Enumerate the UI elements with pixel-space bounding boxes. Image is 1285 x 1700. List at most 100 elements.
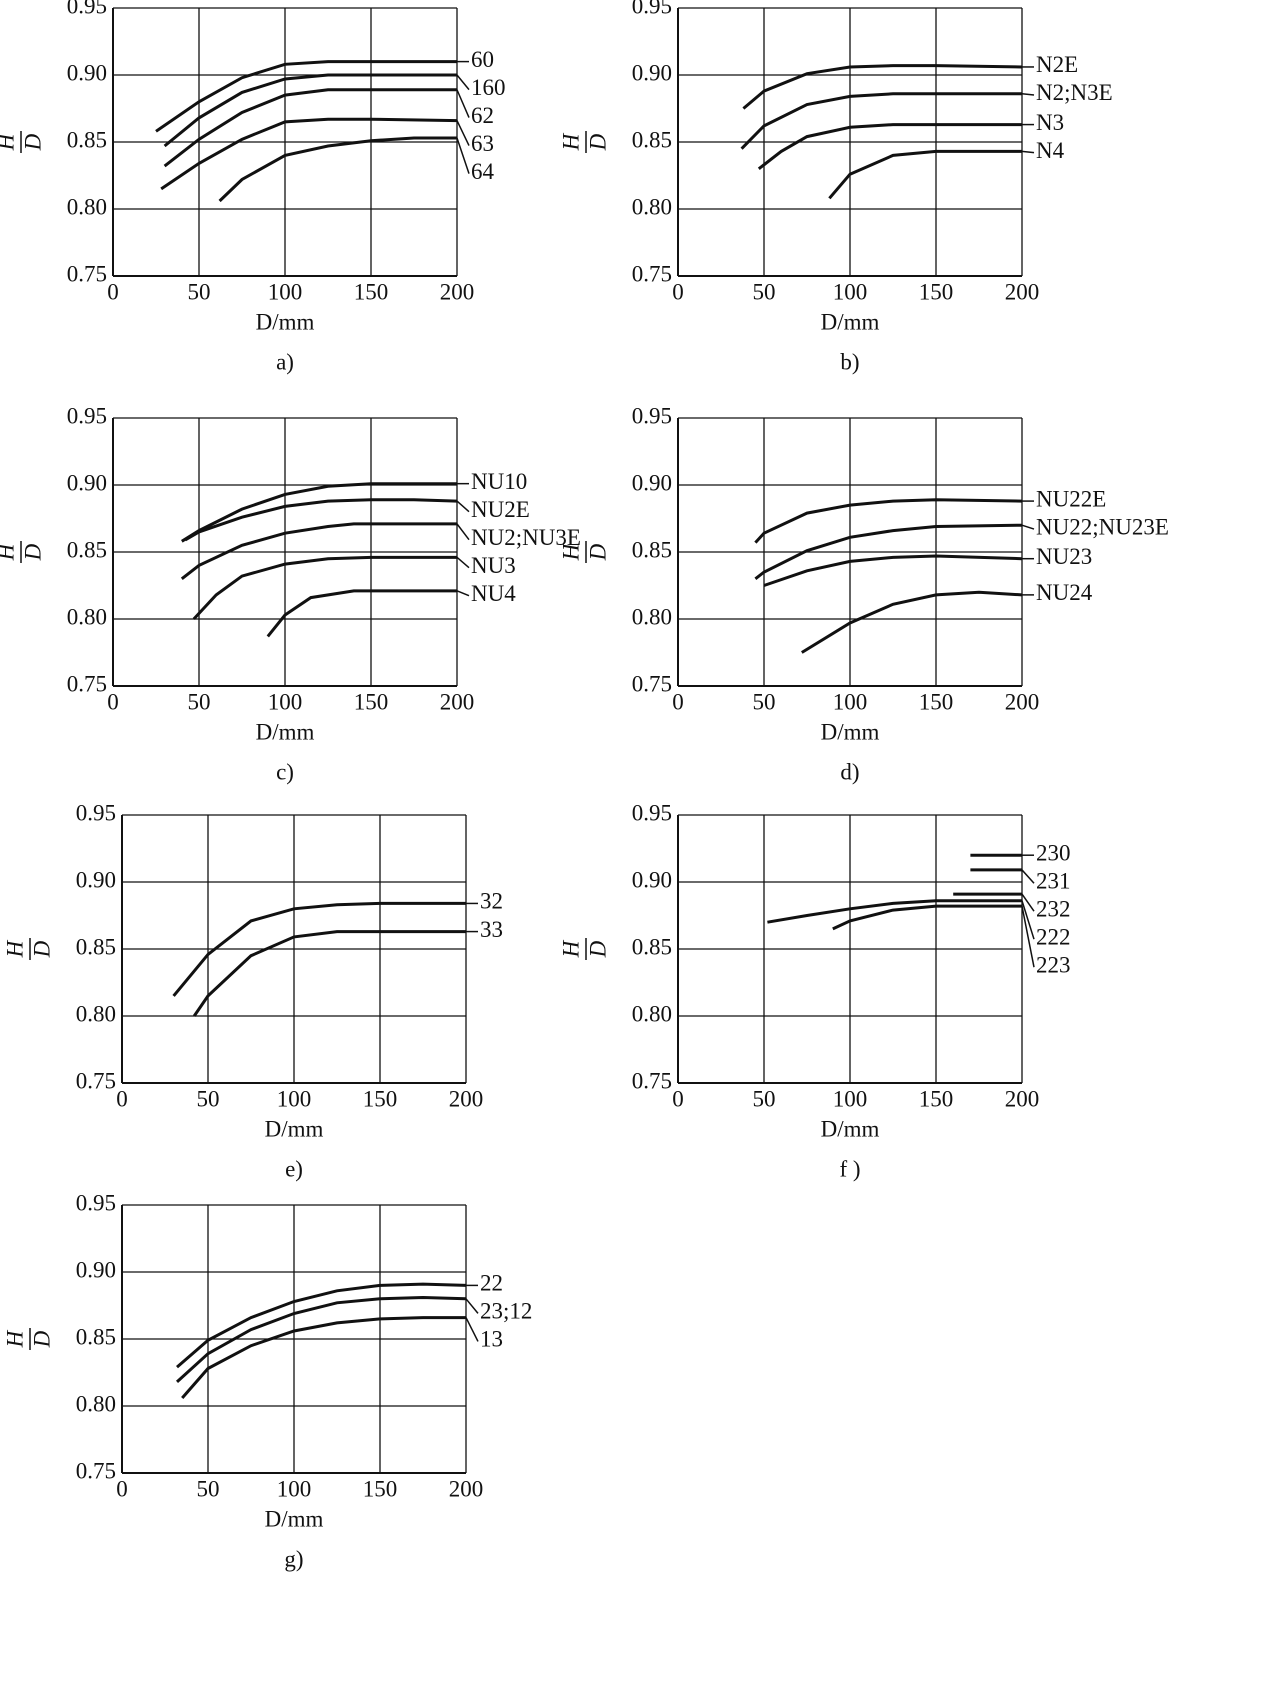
chart-panel: 0.75 0.80 0.85 0.90 0.95 0 50 100 150 200 D/mm a) HD…: [0, 0, 506, 374]
y-tick-label: 0.90: [632, 470, 672, 495]
caption: d): [840, 759, 859, 784]
y-tick-label: 0.75: [67, 671, 107, 696]
leader-line: [456, 500, 470, 513]
y-tick-label: 0.95: [67, 0, 107, 18]
chart-panel: 0.75 0.80 0.85 0.90 0.95 0 50 100 150 200 D/mm b) H D…: [558, 0, 1112, 374]
y-tick-label: 0.90: [632, 60, 672, 85]
y-tick-label: 0.95: [76, 800, 116, 825]
y-tick-label: 0.80: [67, 194, 107, 219]
series-label: 223: [1036, 952, 1071, 977]
series-label: N2;N3E: [1036, 80, 1113, 105]
leader-line: [456, 89, 470, 118]
x-tick-label: 200: [1005, 1086, 1040, 1111]
y-tick-label: 0.80: [632, 1001, 672, 1026]
series-line: [184, 498, 458, 542]
series-line: [740, 92, 1022, 150]
leader-line: [456, 590, 470, 597]
x-tick-label: 200: [440, 279, 475, 304]
series-label: 63: [471, 131, 494, 156]
series-label: 23;12: [480, 1299, 532, 1324]
series-label: NU22E: [1036, 486, 1106, 511]
series-label: N3: [1036, 110, 1064, 135]
y-label-denominator: D: [585, 543, 610, 561]
series-label: 13: [480, 1327, 503, 1352]
x-tick-label: 150: [919, 689, 954, 714]
x-tick-label: 0: [672, 689, 684, 714]
y-tick-label: 0.95: [632, 800, 672, 825]
y-tick-label: 0.90: [76, 1257, 116, 1282]
x-tick-label: 50: [753, 1086, 776, 1111]
series-line: [266, 589, 457, 638]
series-line: [175, 1295, 467, 1384]
y-label-denominator: D: [29, 940, 54, 958]
series-label: NU23: [1036, 544, 1092, 569]
series-line: [155, 60, 457, 133]
series-label: 231: [1036, 868, 1071, 893]
y-tick-label: 0.95: [632, 403, 672, 428]
series-line: [801, 590, 1023, 654]
leader-line: [456, 523, 470, 541]
leader-line: [465, 1317, 479, 1342]
series-line: [763, 554, 1023, 587]
caption: g): [284, 1546, 303, 1571]
series-label: 232: [1036, 896, 1071, 921]
y-tick-label: 0.75: [76, 1458, 116, 1483]
y-tick-label: 0.85: [632, 537, 672, 562]
series-line: [176, 1282, 467, 1369]
series-line: [754, 523, 1023, 580]
y-tick-label: 0.85: [76, 934, 116, 959]
leader-line: [456, 137, 470, 174]
y-tick-label: 0.80: [76, 1391, 116, 1416]
y-tick-label: 0.90: [67, 60, 107, 85]
y-tick-label: 0.80: [632, 194, 672, 219]
caption: c): [276, 759, 294, 784]
x-tick-label: 100: [277, 1476, 312, 1501]
x-axis-label: D/mm: [265, 1506, 324, 1531]
series-label: NU2E: [471, 497, 530, 522]
series-line: [172, 901, 466, 997]
x-tick-label: 100: [268, 689, 303, 714]
x-tick-label: 50: [188, 689, 211, 714]
x-tick-label: 50: [197, 1086, 220, 1111]
x-axis-label: D/mm: [821, 719, 880, 744]
caption: f ): [839, 1156, 860, 1181]
leader-line: [1021, 905, 1035, 968]
series-label: NU22;NU23E: [1036, 514, 1169, 539]
series-line: [163, 73, 457, 148]
caption: a): [276, 349, 294, 374]
x-tick-label: 100: [277, 1086, 312, 1111]
x-tick-label: 150: [919, 279, 954, 304]
x-tick-label: 200: [440, 689, 475, 714]
x-tick-label: 0: [107, 689, 119, 714]
series-line: [218, 136, 457, 203]
series-label: NU4: [471, 581, 516, 606]
y-tick-label: 0.75: [76, 1068, 116, 1093]
y-label-denominator: D: [585, 940, 610, 958]
y-tick-label: 0.90: [76, 867, 116, 892]
y-tick-label: 0.85: [632, 127, 672, 152]
series-label: 62: [471, 103, 494, 128]
chart-panel: 0.75 0.80 0.85 0.90 0.95 0 50 100 150 200 D/mm e) H D…: [2, 800, 503, 1181]
y-tick-label: 0.80: [67, 604, 107, 629]
y-label-numerator: H: [558, 939, 583, 958]
series-line: [192, 555, 457, 621]
x-tick-label: 0: [672, 1086, 684, 1111]
x-tick-label: 50: [188, 279, 211, 304]
x-tick-label: 100: [833, 279, 868, 304]
x-tick-label: 0: [116, 1086, 128, 1111]
series-label: 230: [1036, 840, 1071, 865]
y-tick-label: 0.80: [76, 1001, 116, 1026]
y-tick-label: 0.85: [76, 1324, 116, 1349]
series-label: 33: [480, 917, 503, 942]
y-axis-label: HD: [0, 131, 45, 153]
caption: e): [285, 1156, 303, 1181]
series-line: [163, 88, 457, 168]
x-axis-label: D/mm: [256, 309, 315, 334]
x-tick-label: 200: [1005, 279, 1040, 304]
y-label-denominator: D: [20, 133, 45, 151]
y-label-denominator: D: [585, 133, 610, 151]
series-label: 64: [471, 159, 495, 184]
